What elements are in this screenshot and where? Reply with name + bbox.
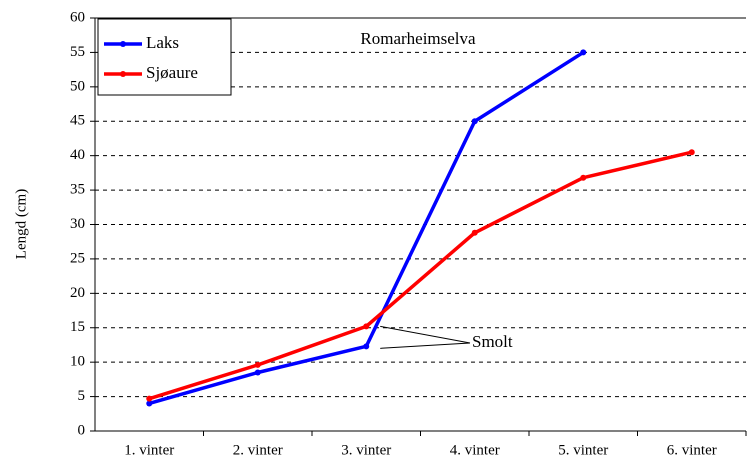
annotation-pointer	[380, 342, 471, 349]
legend-marker	[120, 41, 126, 47]
x-tick-label: 1. vinter	[124, 442, 174, 458]
point	[254, 361, 261, 368]
x-tick-label: 2. vinter	[233, 442, 283, 458]
chart-title: Romarheimselva	[360, 29, 476, 48]
x-tick-label: 5. vinter	[558, 442, 608, 458]
annotation: Smolt	[472, 332, 513, 351]
y-tick-label: 0	[78, 422, 86, 438]
x-tick-label: 4. vinter	[450, 442, 500, 458]
point	[580, 49, 587, 56]
point	[471, 118, 478, 125]
legend-box	[97, 18, 232, 96]
y-tick-label: 20	[70, 285, 85, 301]
y-tick-label: 60	[70, 9, 85, 25]
series-line	[148, 50, 585, 406]
y-tick-label: 15	[70, 319, 85, 335]
y-tick-label: 25	[70, 250, 85, 266]
annotation-pointer	[380, 325, 471, 344]
y-tick-label: 10	[70, 354, 85, 370]
y-tick-label: 30	[70, 216, 85, 232]
y-tick-label: 50	[70, 78, 85, 94]
y-tick-label: 40	[70, 147, 85, 163]
point	[688, 149, 695, 156]
point	[580, 174, 587, 181]
series-line	[148, 150, 693, 401]
y-tick-label: 5	[78, 388, 86, 404]
point	[146, 395, 153, 402]
y-tick-label: 55	[70, 44, 85, 60]
y-tick-label: 45	[70, 113, 85, 129]
legend-marker	[120, 71, 126, 77]
point	[254, 369, 261, 376]
y-tick-label: 35	[70, 182, 85, 198]
point	[471, 229, 478, 236]
legend-label: Sjøaure	[146, 63, 198, 82]
x-tick-label: 6. vinter	[667, 442, 717, 458]
legend-label: Laks	[146, 33, 179, 52]
y-axis-label: Lengd (cm)	[13, 189, 29, 259]
point	[363, 343, 370, 350]
point	[146, 400, 153, 407]
x-tick-label: 3. vinter	[341, 442, 391, 458]
point	[363, 323, 370, 330]
